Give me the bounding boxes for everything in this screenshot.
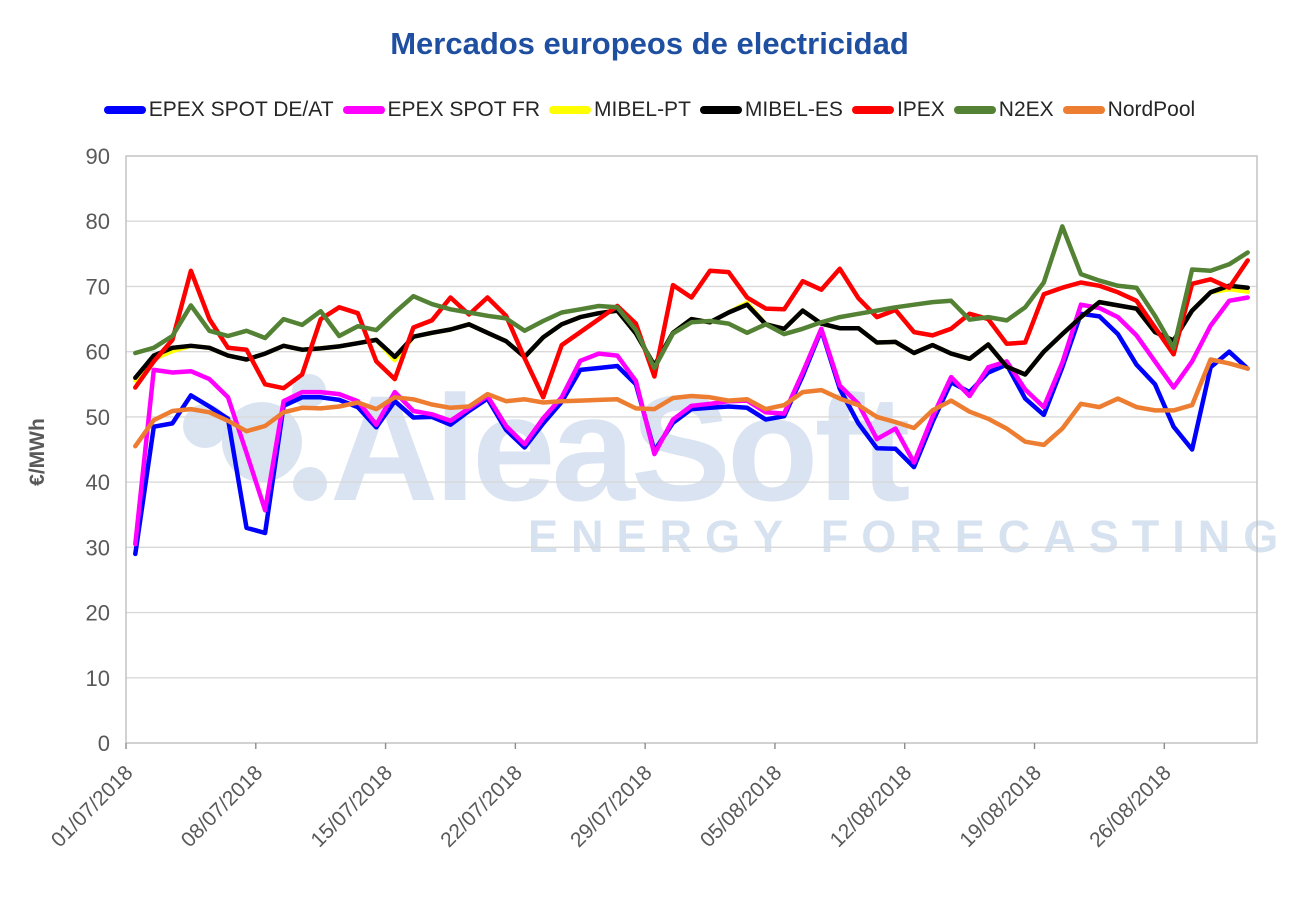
- y-tick-label: 60: [86, 340, 110, 365]
- series-line-epex-spot-fr: [133, 295, 1250, 547]
- legend-label: MIBEL-ES: [744, 98, 843, 121]
- x-tick-label: 08/07/2018: [177, 761, 268, 852]
- watermark-subtext: ENERGY FORECASTING: [528, 511, 1291, 562]
- y-tick-label: 90: [86, 144, 110, 169]
- legend-item-nordpool: NordPool: [1062, 98, 1196, 122]
- chart-title: Mercados europeos de electricidad: [390, 26, 909, 61]
- y-tick-label: 80: [86, 209, 110, 234]
- plot-border: [125, 155, 1258, 744]
- legend-label: EPEX SPOT DE/AT: [148, 98, 334, 121]
- y-tick-label: 20: [86, 601, 110, 626]
- x-tick-label: 22/07/2018: [436, 761, 527, 852]
- x-tick-label: 29/07/2018: [566, 761, 657, 852]
- series-line-nordpool: [133, 357, 1250, 449]
- y-tick-label: 40: [86, 470, 110, 495]
- legend-marker-icon: [549, 106, 592, 114]
- series-line-mibel-es: [133, 283, 1250, 381]
- legend-marker-icon: [103, 106, 146, 114]
- legend-marker-icon: [342, 106, 385, 114]
- legend-item-epex-spot-de-at: EPEX SPOT DE/AT: [103, 98, 334, 122]
- x-tick-label: 19/08/2018: [955, 761, 1046, 852]
- y-tick-label: 70: [86, 274, 110, 299]
- x-tick-label: 15/07/2018: [307, 761, 398, 852]
- legend-marker-icon: [1062, 106, 1105, 114]
- x-tick-label: 26/08/2018: [1085, 761, 1176, 852]
- y-tick-label: 10: [86, 666, 110, 691]
- legend-label: IPEX: [896, 98, 945, 121]
- legend-label: EPEX SPOT FR: [387, 98, 541, 121]
- legend-label: NordPool: [1107, 98, 1196, 121]
- x-tick-label: 01/07/2018: [47, 761, 138, 852]
- x-tick-label: 05/08/2018: [696, 761, 787, 852]
- y-axis-title: €/MWh: [26, 418, 49, 486]
- series-line-ipex: [133, 258, 1250, 400]
- y-tick-label: 0: [98, 731, 110, 756]
- legend-item-mibel-pt: MIBEL-PT: [549, 98, 691, 122]
- legend-label: MIBEL-PT: [594, 98, 691, 121]
- legend-item-ipex: IPEX: [851, 98, 945, 122]
- x-tick-label: 12/08/2018: [826, 761, 917, 852]
- legend-marker-icon: [699, 106, 742, 114]
- legend: EPEX SPOT DE/AT EPEX SPOT FR MIBEL-PT MIBEL…: [0, 98, 1299, 122]
- series-line-n2ex: [133, 224, 1250, 371]
- watermark-dots-icon: [293, 467, 327, 501]
- y-tick-label: 50: [86, 405, 110, 430]
- legend-marker-icon: [953, 106, 996, 114]
- legend-marker-icon: [851, 106, 894, 114]
- y-tick-label: 30: [86, 535, 110, 560]
- legend-item-epex-spot-fr: EPEX SPOT FR: [342, 98, 541, 122]
- legend-label: N2EX: [998, 98, 1054, 121]
- legend-item-n2ex: N2EX: [953, 98, 1054, 122]
- legend-item-mibel-es: MIBEL-ES: [699, 98, 843, 122]
